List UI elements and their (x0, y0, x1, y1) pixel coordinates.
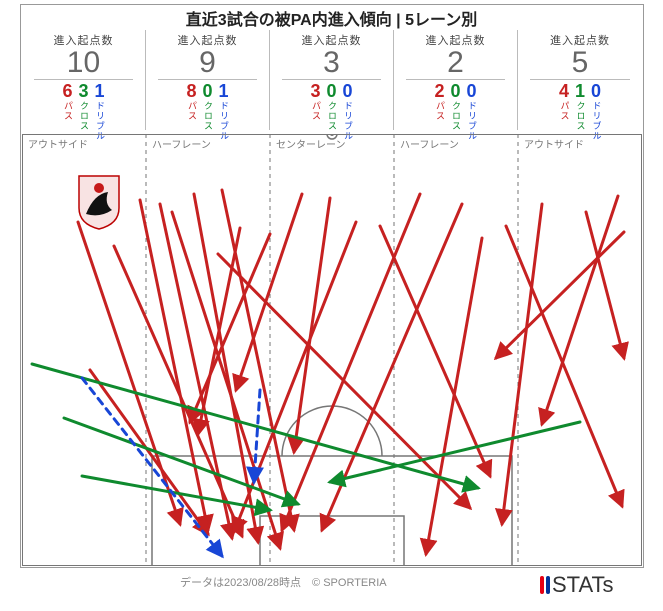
lane-breakdown: 8パス 0クロス 1ドリブル (186, 82, 228, 141)
bk-cross: 1クロス (575, 82, 585, 141)
lane-total: 9 (158, 46, 256, 80)
bk-pass: 8パス (186, 82, 196, 141)
bk-pass: 3パス (310, 82, 320, 141)
lane-header: 進入起点数33パス0クロス0ドリブル (270, 30, 394, 130)
bk-cross: 0クロス (450, 82, 460, 141)
lane-header: 進入起点数98パス0クロス1ドリブル (146, 30, 270, 130)
svg-text:ハーフレーン: ハーフレーン (152, 140, 211, 151)
lane-header: 進入起点数54パス1クロス0ドリブル (518, 30, 642, 130)
svg-text:センターレーン: センターレーン (276, 139, 346, 151)
bk-pass: 2パス (434, 82, 444, 141)
bk-cross: 0クロス (202, 82, 212, 141)
lane-breakdown: 4パス 1クロス 0ドリブル (559, 82, 601, 141)
bk-pass: 4パス (559, 82, 569, 141)
lane-breakdown: 3パス 0クロス 0ドリブル (310, 82, 352, 141)
brand-stick-1 (540, 576, 544, 594)
bk-dribble: 1ドリブル (95, 82, 105, 141)
lane-total: 2 (406, 46, 504, 80)
lane-total: 3 (282, 46, 380, 80)
lane-breakdown: 2パス 0クロス 0ドリブル (434, 82, 476, 141)
bk-dribble: 0ドリブル (591, 82, 601, 141)
stats-brand: STATs (540, 572, 614, 598)
bk-dribble: 0ドリブル (467, 82, 477, 141)
team-badge (74, 174, 124, 230)
svg-text:アウトサイド: アウトサイド (524, 139, 584, 151)
brand-stick-2 (546, 576, 550, 594)
lane-total: 10 (34, 46, 132, 80)
bk-dribble: 1ドリブル (219, 82, 229, 141)
lane-breakdown: 6パス 3クロス 1ドリブル (62, 82, 104, 141)
bk-dribble: 0ドリブル (343, 82, 353, 141)
bk-cross: 0クロス (326, 82, 336, 141)
bk-cross: 3クロス (78, 82, 88, 141)
chart-title: 直近3試合の被PA内進入傾向 | 5レーン別 (0, 6, 663, 30)
svg-text:アウトサイド: アウトサイド (28, 139, 88, 151)
brand-text: STATs (552, 572, 614, 597)
lane-total: 5 (530, 46, 629, 80)
svg-text:ハーフレーン: ハーフレーン (400, 140, 459, 151)
lane-header: 進入起点数106パス3クロス1ドリブル (22, 30, 146, 130)
bk-pass: 6パス (62, 82, 72, 141)
footer-note: データは2023/08/28時点 © SPORTERIA (180, 574, 387, 590)
lane-header-row: 進入起点数106パス3クロス1ドリブル進入起点数98パス0クロス1ドリブル進入起… (22, 30, 642, 130)
lane-header: 進入起点数22パス0クロス0ドリブル (394, 30, 518, 130)
